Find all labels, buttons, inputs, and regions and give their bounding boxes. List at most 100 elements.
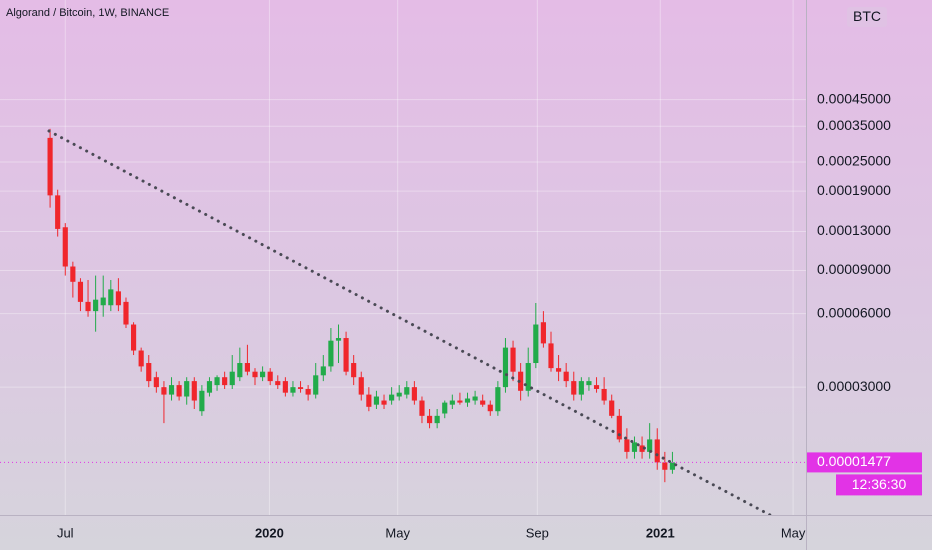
candle-body bbox=[662, 462, 668, 470]
candle-body bbox=[647, 439, 653, 452]
candle-body bbox=[639, 445, 645, 452]
candle-body bbox=[525, 363, 531, 391]
candle-body bbox=[320, 366, 326, 376]
candle-body bbox=[168, 385, 175, 395]
candle-body bbox=[616, 415, 622, 440]
candle-body bbox=[206, 381, 213, 393]
candle-body bbox=[540, 322, 546, 344]
grid bbox=[0, 0, 806, 515]
candle-body bbox=[396, 392, 402, 397]
y-tick-label: 0.00006000 bbox=[817, 304, 891, 320]
candle-body bbox=[366, 394, 372, 407]
candle-body bbox=[358, 377, 364, 395]
x-tick-label: May bbox=[385, 525, 410, 540]
candle-body bbox=[176, 385, 182, 397]
x-tick-label: Jul bbox=[57, 525, 74, 540]
candle-body bbox=[457, 400, 463, 403]
candle-body bbox=[328, 340, 334, 367]
candle-body bbox=[161, 387, 167, 395]
candle-body bbox=[624, 439, 630, 452]
candle-body bbox=[563, 371, 569, 382]
candle-body bbox=[55, 195, 61, 229]
candle-body bbox=[47, 137, 53, 196]
candle-body bbox=[487, 404, 493, 412]
candle-body bbox=[556, 368, 562, 372]
countdown-label: 12:36:30 bbox=[852, 476, 907, 492]
candle-body bbox=[77, 281, 84, 302]
candle-body bbox=[335, 338, 342, 341]
candle-body bbox=[548, 343, 554, 369]
candle-body bbox=[297, 387, 304, 389]
candle-body bbox=[260, 371, 266, 378]
candle-body bbox=[593, 385, 600, 389]
trend-line bbox=[47, 129, 772, 515]
x-tick-label: 2020 bbox=[255, 525, 284, 540]
candle-body bbox=[373, 396, 380, 405]
candle-body bbox=[191, 381, 197, 401]
candle-body bbox=[495, 387, 501, 412]
candle-body bbox=[305, 388, 311, 395]
countdown-box bbox=[836, 474, 922, 496]
chart-title: Algorand / Bitcoin, 1W, BINANCE bbox=[6, 7, 169, 19]
candle-body bbox=[434, 415, 440, 424]
candle-body bbox=[290, 387, 296, 393]
candle-body bbox=[609, 400, 615, 416]
currency-badge-box bbox=[847, 7, 887, 27]
candle-body bbox=[442, 402, 448, 414]
candle-body bbox=[426, 415, 433, 424]
candle-body bbox=[199, 390, 205, 412]
candle-body bbox=[93, 299, 99, 312]
candle-body bbox=[480, 400, 486, 405]
candle-body bbox=[669, 462, 676, 470]
candle-body bbox=[571, 381, 577, 395]
candle-body bbox=[654, 439, 660, 463]
candle-body bbox=[275, 381, 281, 386]
candle-body bbox=[502, 347, 509, 388]
candle-body bbox=[62, 227, 68, 267]
x-tick-label: 2021 bbox=[646, 525, 675, 540]
candle-body bbox=[138, 350, 144, 367]
candle-body bbox=[518, 371, 524, 391]
candle-body bbox=[100, 297, 106, 306]
candle-body bbox=[70, 266, 76, 282]
candle-body bbox=[85, 301, 91, 312]
candle-body bbox=[130, 324, 137, 351]
candle-body bbox=[404, 387, 410, 395]
candle-body bbox=[115, 291, 121, 306]
candle-body bbox=[472, 396, 478, 401]
candle-body bbox=[146, 363, 152, 382]
y-tick-label: 0.00003000 bbox=[817, 378, 891, 394]
y-tick-label: 0.00013000 bbox=[817, 222, 891, 238]
candle-body bbox=[123, 301, 129, 325]
candle-body bbox=[222, 377, 228, 386]
candle-body bbox=[229, 371, 235, 386]
candle-body bbox=[313, 375, 319, 395]
y-tick-label: 0.00035000 bbox=[817, 117, 891, 133]
candle-body bbox=[214, 377, 220, 386]
candle-body bbox=[343, 338, 349, 372]
x-tick-label: May bbox=[781, 525, 806, 540]
y-tick-label: 0.00009000 bbox=[817, 261, 891, 277]
candle-body bbox=[381, 400, 387, 405]
last-price-label: 0.00001477 bbox=[817, 453, 891, 469]
candle-body bbox=[601, 388, 607, 401]
candle-body bbox=[237, 363, 243, 378]
y-tick-label: 0.00045000 bbox=[817, 90, 891, 106]
last-price-box bbox=[807, 452, 922, 473]
candle-body bbox=[108, 289, 114, 306]
axes: 0.00003000 0.00006000 0.00009000 0.00013000… bbox=[57, 90, 891, 540]
candle-body bbox=[586, 381, 592, 386]
candle-body bbox=[419, 400, 425, 416]
candle-body bbox=[244, 363, 250, 372]
candle-body bbox=[389, 394, 395, 401]
candle-body bbox=[533, 324, 539, 364]
candle-body bbox=[153, 377, 159, 388]
y-tick-label: 0.00025000 bbox=[817, 153, 891, 169]
candle-body bbox=[282, 381, 288, 393]
x-tick-label: Sep bbox=[526, 525, 549, 540]
candle-body bbox=[351, 363, 357, 378]
candle-body bbox=[464, 398, 471, 403]
candle-body bbox=[449, 400, 455, 405]
